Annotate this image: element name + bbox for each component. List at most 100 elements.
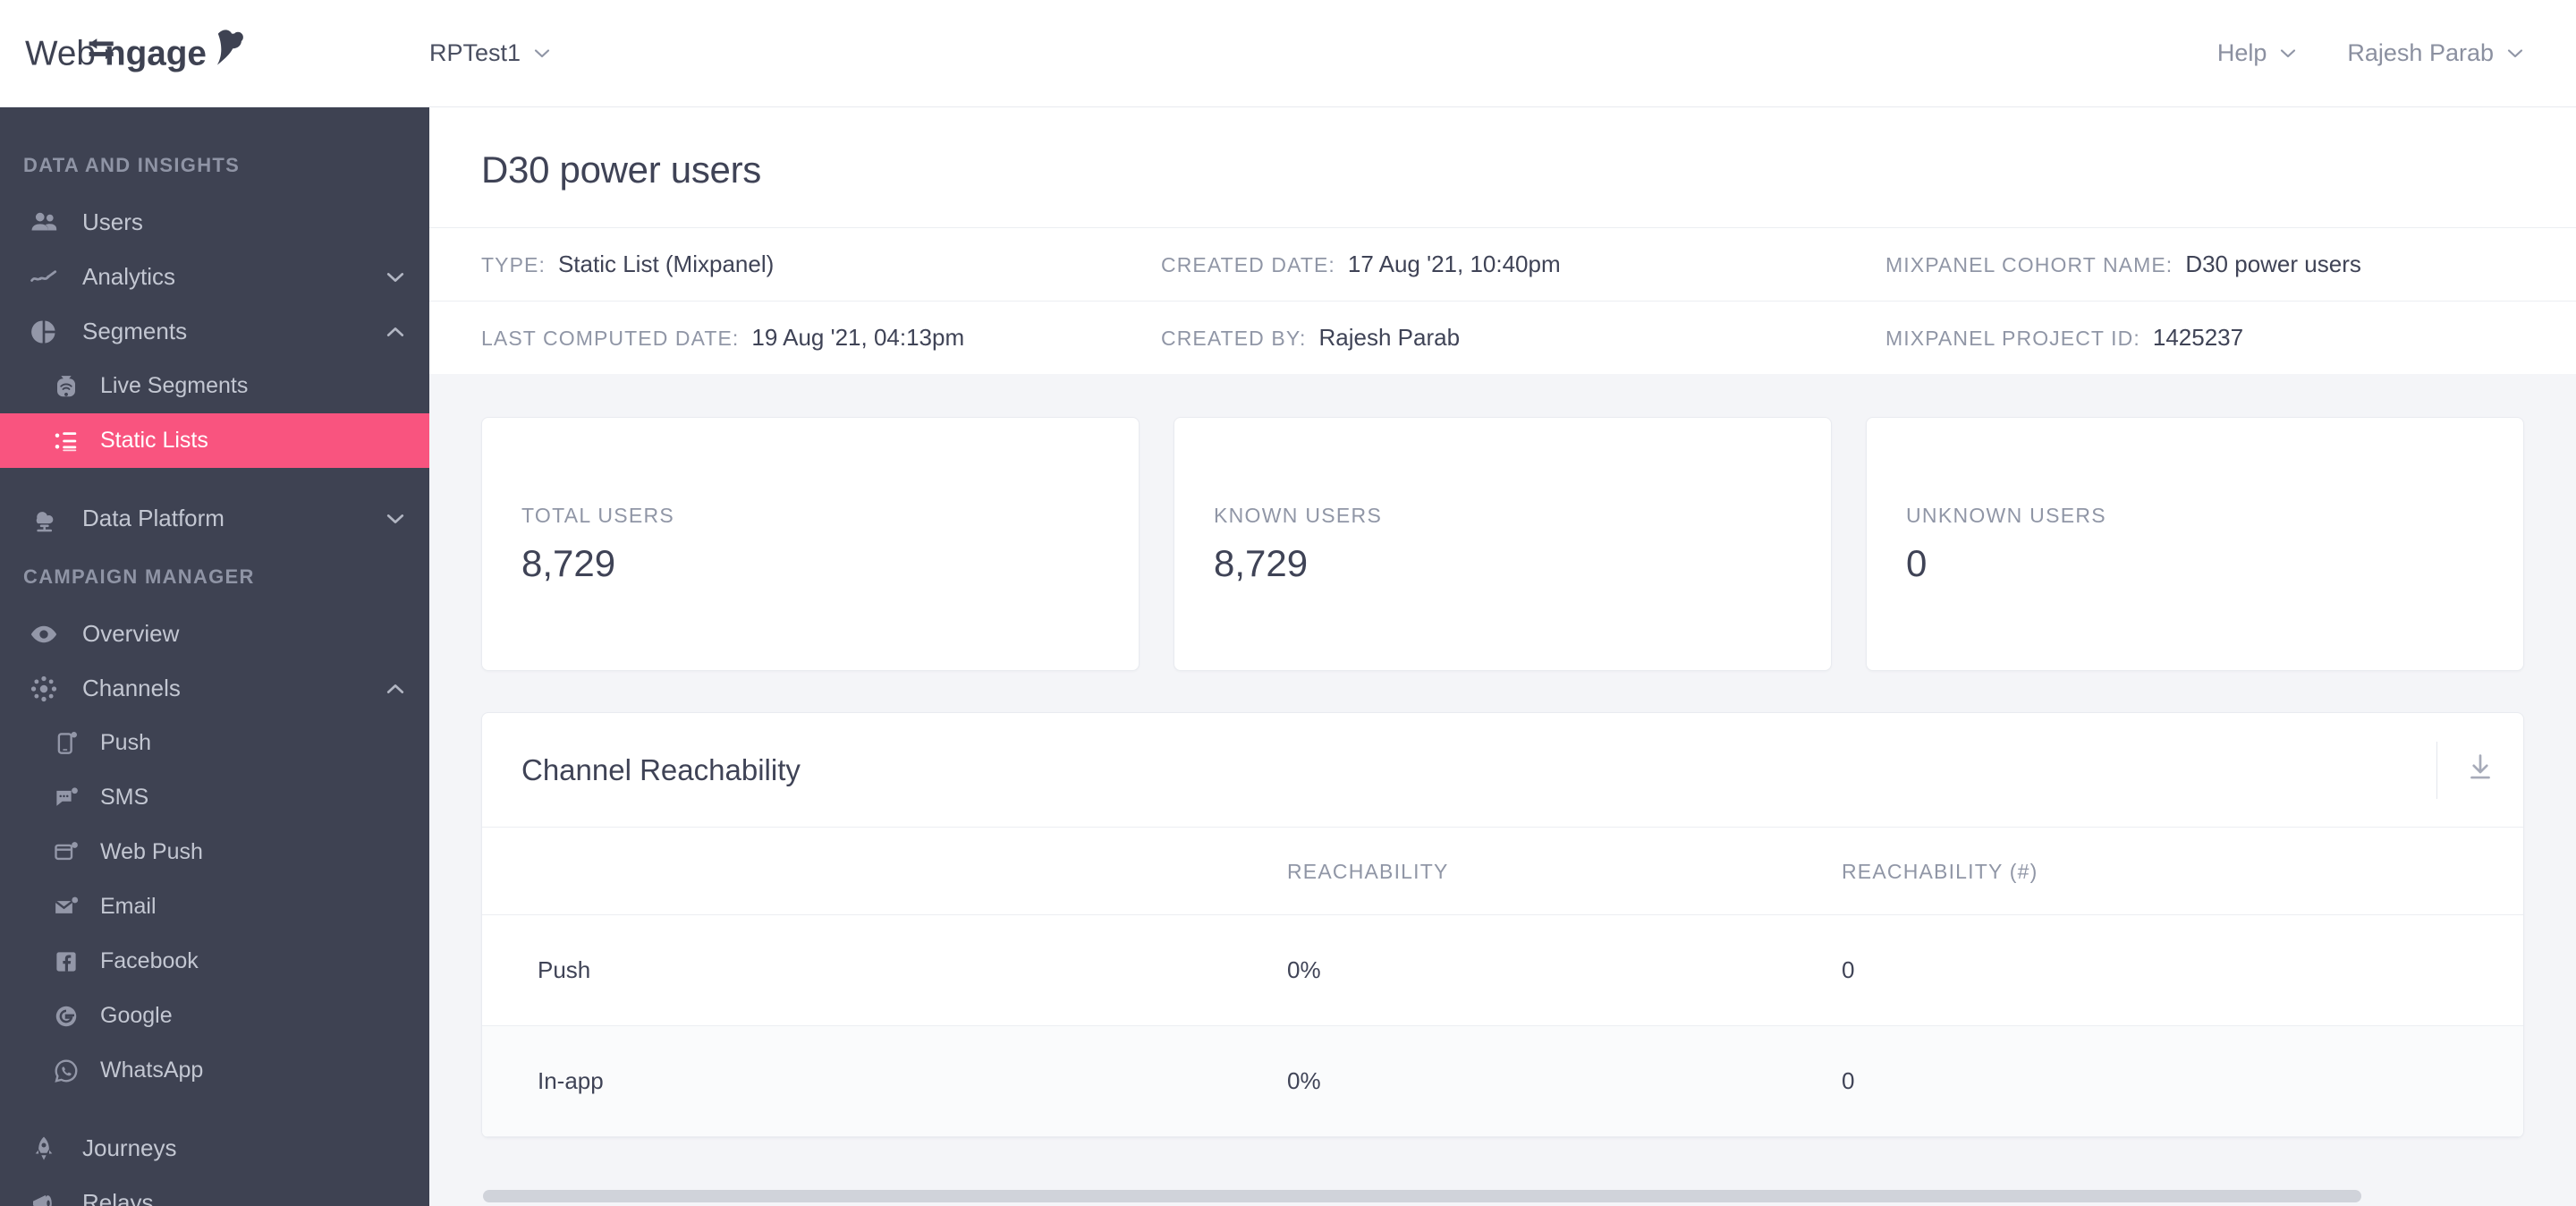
help-menu[interactable]: Help	[2217, 39, 2298, 67]
page-title: D30 power users	[481, 149, 761, 191]
meta-mixpanel-project-id: MIXPANEL PROJECT ID: 1425237	[1885, 324, 2576, 352]
sidebar-item-label: Relays	[82, 1189, 154, 1206]
sidebar-item-whatsapp[interactable]: WhatsApp	[0, 1043, 429, 1098]
sidebar-item-users[interactable]: Users	[0, 195, 429, 250]
sidebar-item-facebook[interactable]: Facebook	[0, 934, 429, 989]
horizontal-scrollbar[interactable]	[429, 1186, 2576, 1206]
download-icon	[2463, 751, 2497, 789]
svg-text:ngage: ngage	[105, 34, 207, 72]
sidebar-section-campaign-manager: CAMPAIGN MANAGER	[23, 565, 255, 588]
project-selector-label: RPTest1	[429, 39, 521, 66]
sidebar-item-push[interactable]: Push	[0, 716, 429, 770]
stat-card-label: TOTAL USERS	[521, 503, 675, 527]
sidebar-item-label: SMS	[100, 785, 149, 810]
sidebar-item-overview[interactable]: Overview	[0, 607, 429, 661]
table-body: Push 0% 0 In-app 0% 0	[482, 914, 2523, 1137]
sidebar-item-segments[interactable]: Segments	[0, 304, 429, 359]
table-header-row: REACHABILITY REACHABILITY (#)	[482, 828, 2523, 915]
reachability-table: REACHABILITY REACHABILITY (#) Push 0% 0	[482, 828, 2523, 1137]
meta-value: 19 Aug '21, 04:13pm	[751, 324, 965, 351]
webengage-logo[interactable]: Web ngage	[0, 27, 429, 81]
chevron-down-icon	[533, 45, 551, 63]
sidebar-item-analytics[interactable]: Analytics	[0, 250, 429, 304]
chevron-up-icon[interactable]	[385, 678, 406, 700]
sidebar-item-static-lists[interactable]: Static Lists	[0, 413, 429, 468]
meta-row-2: LAST COMPUTED DATE: 19 Aug '21, 04:13pm …	[429, 301, 2576, 374]
meta-value: D30 power users	[2185, 251, 2361, 277]
sidebar-item-label: Static Lists	[100, 428, 208, 453]
page-header: D30 power users TYPE: Static List (Mixpa…	[429, 107, 2576, 374]
list-icon	[50, 423, 82, 459]
col-header-reachability-count: REACHABILITY (#)	[1842, 828, 2523, 915]
scrollbar-thumb[interactable]	[483, 1190, 2361, 1202]
cell-channel: Push	[482, 914, 1287, 1026]
stat-card-label: KNOWN USERS	[1214, 503, 1383, 527]
meta-label: CREATED BY:	[1161, 327, 1307, 350]
panel-title: Channel Reachability	[521, 752, 801, 786]
stat-card-total-users: TOTAL USERS 8,729	[481, 417, 1140, 671]
channel-reachability-panel: Channel Reachability	[481, 712, 2524, 1138]
col-header-reachability: REACHABILITY	[1287, 828, 1842, 915]
sidebar-item-relays[interactable]: Relays	[0, 1176, 429, 1206]
meta-label: LAST COMPUTED DATE:	[481, 327, 740, 350]
sidebar-item-email[interactable]: Email	[0, 879, 429, 934]
chevron-down-icon[interactable]	[385, 508, 406, 530]
meta-value: Static List (Mixpanel)	[557, 251, 775, 277]
meta-row-1: TYPE: Static List (Mixpanel) CREATED DAT…	[429, 227, 2576, 301]
chevron-up-icon[interactable]	[385, 321, 406, 343]
scroll-area: TOTAL USERS 8,729 KNOWN USERS 8,729 UNKN…	[429, 374, 2576, 1206]
meta-created-date: CREATED DATE: 17 Aug '21, 10:40pm	[1161, 251, 1885, 278]
meta-label: CREATED DATE:	[1161, 253, 1335, 276]
download-button[interactable]	[2437, 713, 2523, 827]
sidebar-item-label: Analytics	[82, 263, 176, 290]
stat-card-unknown-users: UNKNOWN USERS 0	[1866, 417, 2524, 671]
stat-card-value: 8,729	[521, 541, 616, 584]
table-row[interactable]: In-app 0% 0	[482, 1025, 2523, 1137]
sidebar-item-label: WhatsApp	[100, 1057, 204, 1083]
account-menu-label: Rajesh Parab	[2347, 39, 2494, 66]
sidebar-item-label: Journeys	[82, 1134, 177, 1161]
chevron-down-icon	[2279, 45, 2297, 63]
panel-actions	[2436, 713, 2523, 827]
pie-chart-icon	[25, 314, 63, 350]
rocket-icon	[25, 1131, 63, 1167]
sidebar-item-label: Overview	[82, 620, 180, 647]
project-selector[interactable]: RPTest1	[429, 39, 551, 67]
sidebar-item-label: Google	[100, 1003, 173, 1028]
sidebar-item-channels[interactable]: Channels	[0, 661, 429, 716]
live-segment-icon	[50, 369, 82, 404]
sidebar-item-data-platform[interactable]: Data Platform	[0, 491, 429, 546]
cell-reachability-count: 0	[1842, 1025, 2523, 1137]
help-menu-label: Help	[2216, 39, 2267, 66]
sidebar-item-google[interactable]: Google	[0, 989, 429, 1043]
sidebar-item-live-segments[interactable]: Live Segments	[0, 359, 429, 413]
table-head: REACHABILITY REACHABILITY (#)	[482, 828, 2523, 915]
meta-mixpanel-cohort-name: MIXPANEL COHORT NAME: D30 power users	[1885, 251, 2576, 278]
chevron-down-icon[interactable]	[385, 267, 406, 288]
cell-reachability-pct: 0%	[1287, 1025, 1842, 1137]
sidebar-item-journeys[interactable]: Journeys	[0, 1121, 429, 1176]
cell-reachability-pct: 0%	[1287, 914, 1842, 1026]
sidebar-item-label: Live Segments	[100, 373, 249, 398]
table-row[interactable]: Push 0% 0	[482, 914, 2523, 1026]
account-menu[interactable]: Rajesh Parab	[2347, 39, 2524, 67]
main-content: D30 power users TYPE: Static List (Mixpa…	[429, 107, 2576, 1206]
stat-cards: TOTAL USERS 8,729 KNOWN USERS 8,729 UNKN…	[429, 374, 2576, 671]
google-icon	[50, 998, 82, 1034]
sidebar-item-web-push[interactable]: Web Push	[0, 825, 429, 879]
eye-icon	[25, 616, 63, 652]
meta-value: 17 Aug '21, 10:40pm	[1347, 251, 1561, 277]
sidebar-item-sms[interactable]: SMS	[0, 770, 429, 825]
sidebar-section-data-and-insights: DATA AND INSIGHTS	[23, 154, 241, 176]
sidebar-item-label: Facebook	[100, 948, 199, 973]
topbar-right: Help Rajesh Parab	[2217, 39, 2576, 67]
channels-icon	[25, 671, 63, 707]
meta-value: 1425237	[2152, 324, 2244, 351]
cloud-data-icon	[25, 501, 63, 537]
meta-label: TYPE:	[481, 253, 546, 276]
sidebar-item-label: Email	[100, 894, 157, 919]
sidebar: DATA AND INSIGHTS Users	[0, 107, 429, 1206]
meta-label: MIXPANEL COHORT NAME:	[1885, 253, 2174, 276]
analytics-line-icon	[25, 259, 63, 295]
col-header-channel	[482, 828, 1287, 915]
